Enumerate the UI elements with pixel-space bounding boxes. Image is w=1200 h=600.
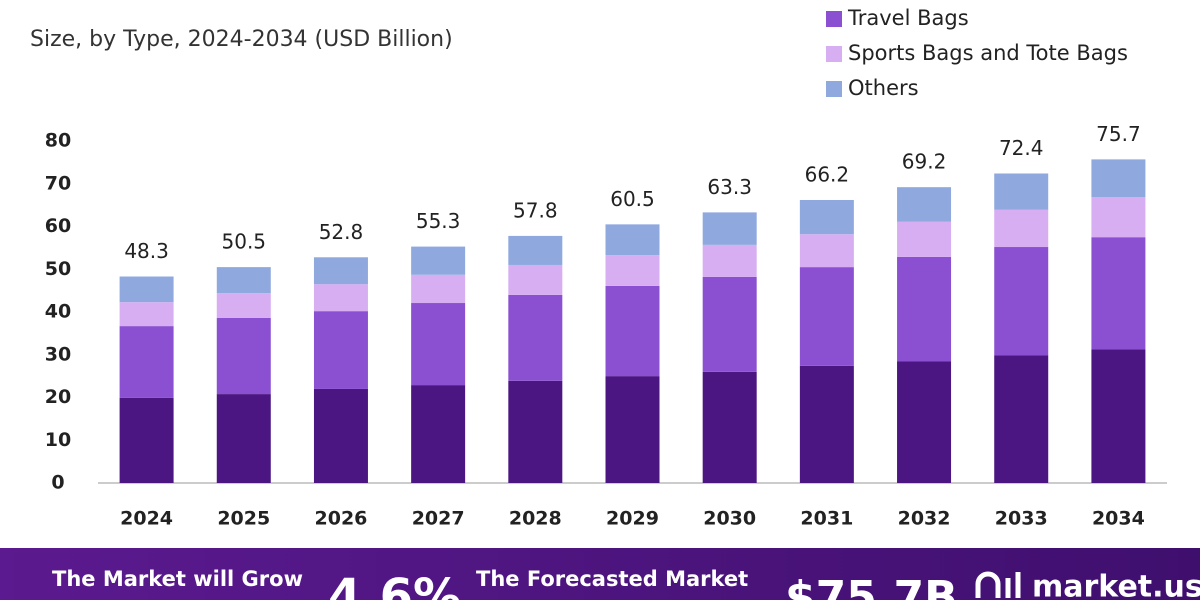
cagr: 4.6% bbox=[328, 569, 461, 600]
bar-segment bbox=[702, 276, 757, 372]
legend-swatch bbox=[826, 46, 842, 62]
x-tick-label: 2025 bbox=[217, 508, 270, 530]
bar-segment bbox=[1091, 197, 1146, 238]
x-tick-label: 2034 bbox=[1092, 508, 1145, 530]
legend-label: Travel Bags bbox=[847, 6, 969, 30]
bar-segment bbox=[897, 187, 952, 222]
bar-segment bbox=[897, 221, 952, 257]
bar-segment bbox=[702, 244, 757, 277]
y-tick-label: 10 bbox=[45, 429, 71, 451]
legend-swatch bbox=[826, 81, 842, 97]
total-label: 63.3 bbox=[707, 175, 752, 199]
bar-segment bbox=[119, 397, 174, 483]
x-tick-label: 2024 bbox=[120, 508, 173, 530]
y-tick-label: 0 bbox=[51, 472, 64, 494]
bar-segment bbox=[605, 224, 660, 256]
bar-segment bbox=[119, 276, 174, 303]
bar-segment bbox=[897, 256, 952, 362]
bar-segment bbox=[313, 388, 368, 483]
banner: The Market will Grow 4.6% The Forecasted… bbox=[0, 548, 1200, 600]
bar-segment bbox=[1091, 349, 1146, 483]
total-label: 55.3 bbox=[416, 209, 461, 233]
bar-segment bbox=[411, 274, 466, 304]
y-tick-label: 20 bbox=[45, 386, 71, 408]
bar-segment bbox=[313, 284, 368, 312]
total-label: 57.8 bbox=[513, 198, 558, 222]
forecast-value: $75.7B bbox=[785, 572, 958, 600]
y-tick-label: 70 bbox=[45, 172, 71, 194]
bar-segment bbox=[411, 385, 466, 483]
total-label: 52.8 bbox=[319, 220, 364, 244]
y-tick-label: 30 bbox=[45, 343, 71, 365]
bar-segment bbox=[897, 361, 952, 483]
bar-segment bbox=[702, 371, 757, 483]
total-label: 50.5 bbox=[222, 230, 267, 254]
y-tick-label: 50 bbox=[45, 258, 71, 280]
x-tick-label: 2029 bbox=[606, 508, 659, 530]
bar-segment bbox=[508, 380, 563, 483]
bar-segment bbox=[411, 246, 466, 275]
bar-segment bbox=[994, 247, 1049, 356]
x-tick-label: 2028 bbox=[509, 508, 562, 530]
y-tick-label: 80 bbox=[45, 130, 71, 152]
y-tick-label: 60 bbox=[45, 215, 71, 237]
x-tick-label: 2033 bbox=[995, 508, 1048, 530]
bar-segment bbox=[994, 355, 1049, 483]
forecast-label: The Forecasted Market bbox=[476, 567, 748, 591]
bar-segment bbox=[994, 209, 1049, 248]
bar-segment bbox=[605, 285, 660, 377]
legend-swatch bbox=[826, 11, 842, 27]
total-label: 75.7 bbox=[1096, 122, 1141, 146]
bar-segment bbox=[216, 394, 271, 483]
bar-segment bbox=[508, 294, 563, 381]
total-label: 48.3 bbox=[124, 239, 169, 263]
x-tick-label: 2026 bbox=[315, 508, 368, 530]
bar-segment bbox=[994, 173, 1049, 210]
x-tick-label: 2032 bbox=[898, 508, 951, 530]
total-label: 60.5 bbox=[610, 187, 655, 211]
bar-segment bbox=[508, 235, 563, 265]
bar-segment bbox=[119, 326, 174, 398]
brand: market.us bbox=[1032, 570, 1200, 600]
bar-segment bbox=[411, 303, 466, 386]
bar-segment bbox=[216, 317, 271, 395]
bar-segment bbox=[1091, 237, 1146, 350]
bar-segment bbox=[313, 257, 368, 285]
total-label: 66.2 bbox=[805, 162, 850, 186]
legend-label: Sports Bags and Tote Bags bbox=[848, 41, 1128, 65]
y-tick-label: 40 bbox=[45, 301, 71, 323]
total-label: 72.4 bbox=[999, 136, 1044, 160]
grow-label: The Market will Grow bbox=[52, 567, 303, 591]
bar-segment bbox=[313, 311, 368, 389]
bar-segment bbox=[605, 376, 660, 483]
bar-segment bbox=[799, 199, 854, 235]
x-tick-label: 2030 bbox=[703, 508, 756, 530]
bar-segment bbox=[702, 212, 757, 245]
bar-segment bbox=[799, 234, 854, 268]
chart-subtitle: Size, by Type, 2024-2034 (USD Billion) bbox=[30, 27, 453, 52]
bar-segment bbox=[605, 255, 660, 286]
total-label: 69.2 bbox=[902, 150, 947, 174]
bar-segment bbox=[119, 302, 174, 327]
brand-logo bbox=[975, 571, 1021, 598]
x-tick-label: 2027 bbox=[412, 508, 465, 530]
bar-segment bbox=[799, 267, 854, 366]
legend-label: Others bbox=[848, 76, 919, 100]
bar-segment bbox=[1091, 159, 1146, 198]
bar-segment bbox=[216, 267, 271, 294]
x-tick-label: 2031 bbox=[800, 508, 853, 530]
bar-segment bbox=[216, 293, 271, 318]
bar-segment bbox=[799, 365, 854, 483]
bar-segment bbox=[508, 264, 563, 295]
